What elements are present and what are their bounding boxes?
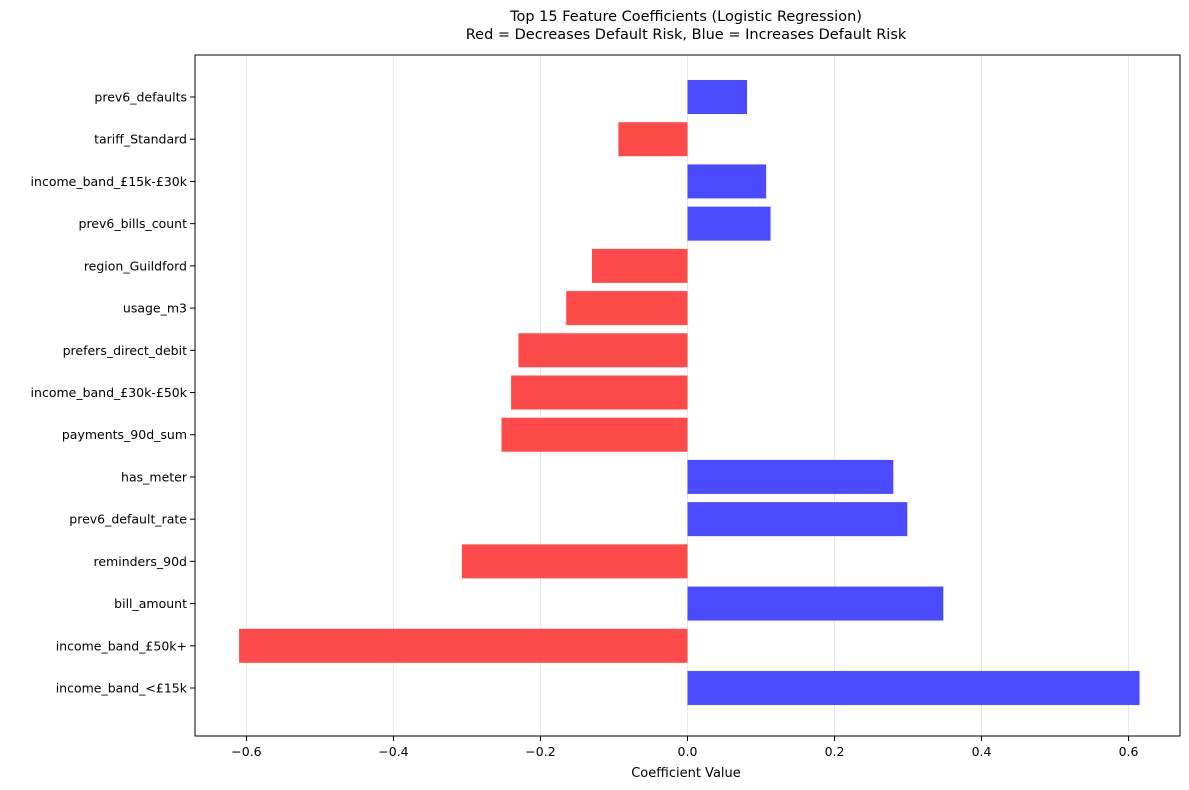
y-tick-label: region_Guildford bbox=[84, 258, 187, 273]
bar bbox=[687, 586, 944, 621]
bar bbox=[239, 628, 688, 663]
bar bbox=[687, 459, 894, 494]
bar bbox=[591, 248, 688, 283]
bar bbox=[687, 80, 748, 114]
chart-subtitle: Red = Decreases Default Risk, Blue = Inc… bbox=[466, 27, 907, 43]
bar bbox=[687, 671, 1140, 705]
y-tick-label: prev6_defaults bbox=[94, 90, 187, 105]
bar bbox=[511, 375, 688, 410]
bars bbox=[239, 80, 1140, 705]
x-tick-label: −0.6 bbox=[231, 744, 261, 759]
x-tick-label: −0.4 bbox=[378, 744, 408, 759]
bar bbox=[461, 544, 688, 579]
x-tick-label: 0.0 bbox=[678, 744, 698, 759]
bar bbox=[518, 333, 688, 368]
x-tick-label: 0.2 bbox=[825, 744, 845, 759]
y-tick-label: has_meter bbox=[121, 469, 188, 484]
bar bbox=[687, 164, 767, 199]
bar bbox=[501, 417, 688, 452]
x-tick-label: 0.4 bbox=[972, 744, 992, 759]
bar bbox=[566, 291, 688, 326]
plot-frame bbox=[194, 54, 1181, 737]
x-tick-labels: −0.6 −0.4 −0.2 0.0 0.2 0.4 0.6 bbox=[231, 736, 1139, 759]
y-tick-label: income_band_£30k-£50k bbox=[31, 385, 188, 400]
x-tick-label: 0.6 bbox=[1119, 744, 1139, 759]
y-tick-label: prev6_default_rate bbox=[69, 512, 187, 527]
y-tick-label: prefers_direct_debit bbox=[63, 343, 188, 358]
bar bbox=[618, 122, 688, 157]
bar bbox=[687, 206, 771, 241]
x-axis-title: Coefficient Value bbox=[631, 766, 741, 781]
y-tick-label: usage_m3 bbox=[123, 301, 187, 316]
y-tick-label: reminders_90d bbox=[94, 554, 188, 569]
chart-title: Top 15 Feature Coefficients (Logistic Re… bbox=[509, 9, 862, 25]
y-tick-label: prev6_bills_count bbox=[79, 216, 188, 231]
y-tick-label: income_band_<£15k bbox=[56, 681, 188, 696]
y-tick-label: income_band_£15k-£30k bbox=[31, 174, 188, 189]
y-tick-labels: prev6_defaults tariff_Standard income_band… bbox=[31, 90, 195, 696]
y-tick-label: tariff_Standard bbox=[94, 132, 187, 147]
y-tick-label: income_band_£50k+ bbox=[56, 638, 187, 653]
bar bbox=[687, 502, 908, 537]
x-tick-label: −0.2 bbox=[525, 744, 555, 759]
y-tick-label: payments_90d_sum bbox=[62, 427, 187, 442]
y-tick-label: bill_amount bbox=[114, 596, 187, 611]
